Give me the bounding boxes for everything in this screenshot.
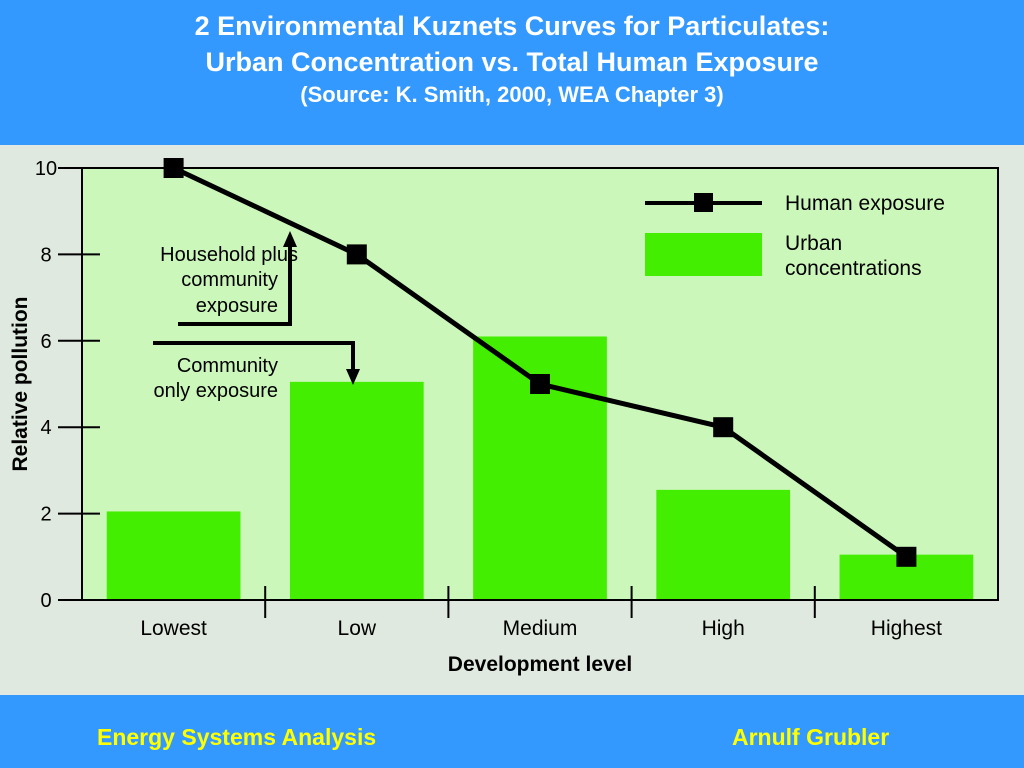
legend-bar-label-line1: Urban (785, 232, 842, 255)
chart-svg: 0 2 4 6 8 10 Lowest Low Medium High Highest Develop… (9, 158, 999, 676)
y-tick-label-0: 0 (40, 590, 51, 612)
annotation-community-line1: Community (177, 355, 278, 377)
bar-low (289, 381, 424, 600)
annotation-household-line1: Household plus (160, 244, 298, 266)
annotation-household-line2: community (181, 269, 278, 291)
y-tick-label-6: 6 (40, 331, 51, 353)
point-human-exposure-highest (896, 546, 917, 567)
legend-bar-swatch (645, 233, 762, 276)
y-axis-label: Relative pollution (9, 296, 32, 471)
footer-author: Arnulf Grubler (732, 724, 890, 750)
annotation-community-arrowhead (346, 369, 360, 385)
bar-lowest (106, 511, 241, 600)
annotation-group: Household plus community exposure Commun… (153, 231, 360, 402)
slide-title-line2: Urban Concentration vs. Total Human Expo… (205, 47, 819, 77)
point-human-exposure-lowest (163, 158, 184, 178)
x-tick-label-low: Low (338, 617, 377, 640)
point-human-exposure-medium (530, 374, 550, 394)
slide-title-line1: 2 Environmental Kuznets Curves for Parti… (194, 11, 830, 41)
chart-area: 0 2 4 6 8 10 Lowest Low Medium High Highest Develop… (0, 145, 1024, 695)
point-human-exposure-high (713, 417, 734, 438)
y-tick-label-4: 4 (40, 417, 51, 439)
legend: Human exposure Urban concentrations (645, 192, 945, 280)
annotation-community-line2: only exposure (153, 380, 278, 402)
plot-frame (81, 167, 999, 601)
annotation-household-line3: exposure (196, 295, 278, 317)
legend-line-label: Human exposure (785, 192, 945, 215)
bar-high (656, 489, 791, 600)
y-tick-label-10: 10 (35, 158, 57, 180)
annotation-household-arrowhead (283, 231, 297, 247)
point-human-exposure-low (346, 244, 367, 265)
footer-course: Energy Systems Analysis (97, 724, 377, 750)
legend-line-marker (694, 193, 713, 212)
legend-bar-label-line2: concentrations (785, 257, 922, 280)
x-tick-label-lowest: Lowest (140, 617, 207, 640)
y-tick-label-2: 2 (40, 504, 51, 526)
x-tick-label-highest: Highest (871, 617, 942, 640)
slide-footer: Energy Systems Analysis Arnulf Grubler (0, 695, 1024, 768)
x-tick-label-medium: Medium (503, 617, 578, 640)
x-axis-label: Development level (448, 653, 632, 676)
annotation-household-arrow (178, 243, 292, 326)
x-tick-label-high: High (702, 617, 745, 640)
slide-header: 2 Environmental Kuznets Curves for Parti… (0, 0, 1024, 145)
slide-source: (Source: K. Smith, 2000, WEA Chapter 3) (300, 82, 724, 107)
annotation-community-arrow (153, 341, 355, 373)
y-tick-label-8: 8 (40, 244, 51, 266)
